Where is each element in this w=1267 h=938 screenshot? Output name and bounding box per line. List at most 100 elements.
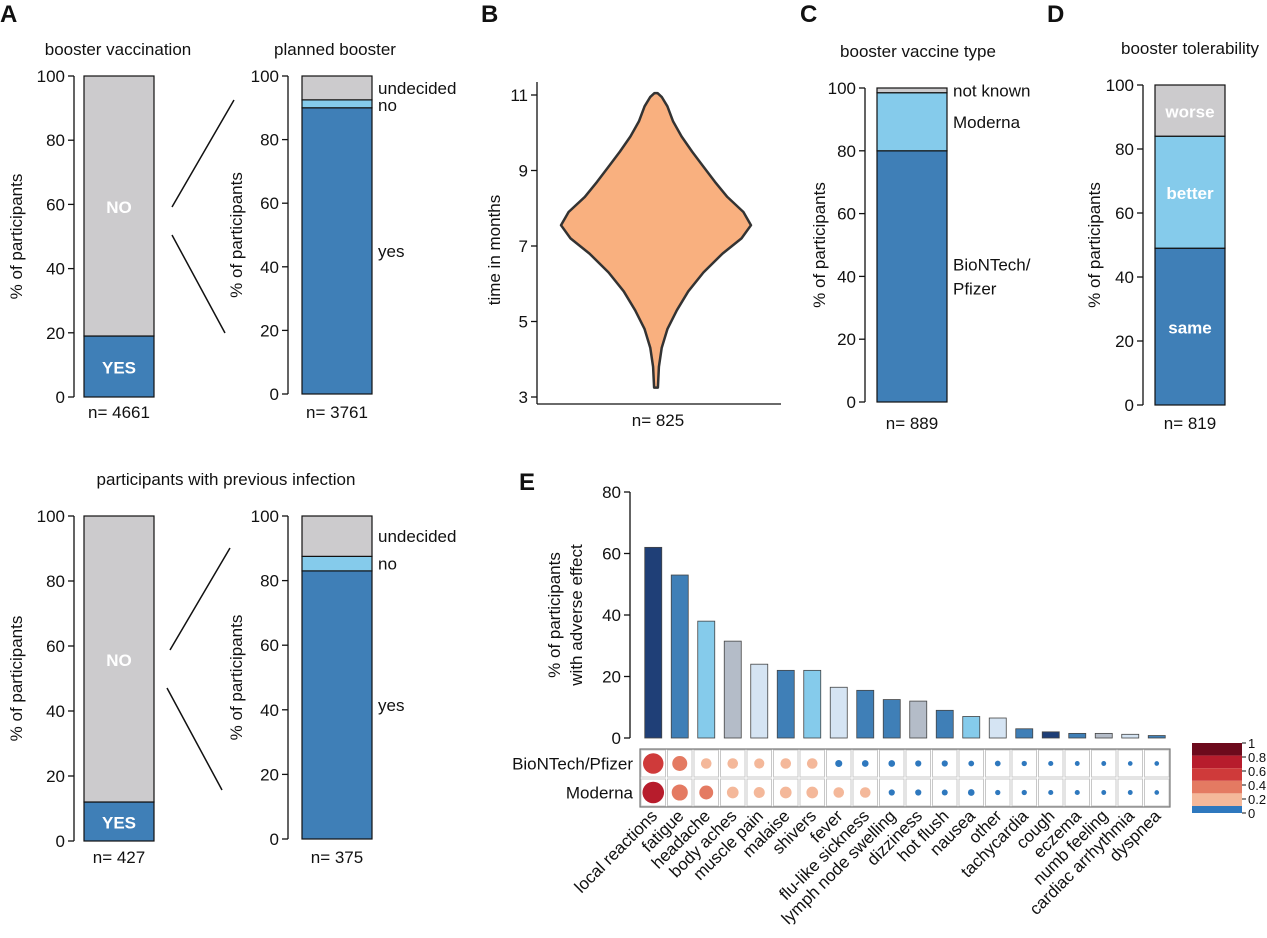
- bar: [644, 546, 663, 739]
- y-tick-label: 0: [847, 393, 856, 412]
- effect-dot: [835, 759, 843, 768]
- bar: [803, 669, 822, 739]
- effect-dot: [672, 756, 688, 771]
- effect-dot: [727, 758, 739, 769]
- bar: [1015, 728, 1034, 739]
- y-tick-label: 60: [260, 194, 279, 213]
- y-tick-label: 11: [510, 86, 528, 105]
- segment-label: same: [1168, 319, 1211, 338]
- stacked-bar-segment: [301, 99, 373, 109]
- y-axis-label: % of participants: [1085, 182, 1104, 308]
- effect-dot: [1074, 761, 1080, 766]
- colorbar-segment: [1192, 780, 1242, 794]
- bar: [1068, 732, 1087, 739]
- effect-dot: [1127, 790, 1133, 795]
- n-label: n= 3761: [306, 403, 368, 422]
- y-axis-label: % of participants: [7, 616, 26, 742]
- y-tick-label: 40: [837, 267, 856, 286]
- effect-dot: [780, 758, 792, 769]
- bar: [723, 640, 742, 739]
- y-tick-label: 20: [260, 765, 279, 784]
- effect-dot: [941, 789, 948, 796]
- colorbar-tick-label: 0.4: [1248, 778, 1266, 793]
- chart-title: booster vaccine type: [840, 42, 996, 61]
- y-tick-label: 100: [37, 507, 65, 526]
- panel-label-a: A: [0, 1, 17, 28]
- grid-cell: [932, 778, 958, 807]
- effect-dot: [671, 784, 688, 801]
- y-tick-label: 20: [46, 767, 65, 786]
- segment-label: better: [1166, 184, 1214, 203]
- segment-label: yes: [378, 696, 404, 715]
- stacked-bar-segment: [1154, 135, 1226, 249]
- effect-dot: [888, 789, 895, 796]
- grid-cell: [693, 749, 719, 778]
- y-tick-label: 60: [46, 637, 65, 656]
- colorbar-segment: [1192, 768, 1242, 781]
- y-tick-label: 0: [612, 729, 621, 748]
- colorbar-segment: [1192, 743, 1242, 756]
- stacked-bar-segment: [83, 75, 155, 337]
- chart-title: planned booster: [274, 40, 396, 59]
- connector-line: [169, 547, 231, 651]
- n-label: n= 819: [1164, 414, 1216, 433]
- y-tick-label: 40: [602, 606, 621, 625]
- effect-dot: [941, 760, 948, 767]
- y-axis-label: time in months: [485, 195, 504, 306]
- y-tick-label: 80: [260, 572, 279, 591]
- segment-label: YES: [102, 814, 136, 833]
- stacked-bar-segment: [83, 801, 155, 842]
- y-axis-label: % of participants: [545, 552, 564, 678]
- effect-dot: [1101, 790, 1107, 795]
- stacked-bar-segment: [83, 515, 155, 803]
- colorbar-tick-label: 0.2: [1248, 792, 1266, 807]
- stacked-bar-segment: [1154, 247, 1226, 406]
- bar: [1041, 731, 1060, 739]
- effect-dot: [1048, 760, 1054, 767]
- stacked-bar-segment: [876, 92, 948, 152]
- segment-label: YES: [102, 359, 136, 378]
- y-tick-label: 40: [1115, 268, 1134, 287]
- y-tick-label: 80: [1115, 140, 1134, 159]
- y-tick-label: 9: [519, 162, 528, 181]
- y-tick-label: 100: [1106, 76, 1134, 95]
- effect-dot: [1074, 789, 1080, 796]
- effect-dot: [1101, 761, 1107, 766]
- y-axis-label: % of participants: [227, 615, 246, 741]
- effect-dot: [806, 786, 819, 799]
- y-tick-label: 80: [46, 131, 65, 150]
- effect-dot: [994, 760, 1001, 767]
- chart-title: participants with previous infection: [97, 470, 356, 489]
- effect-dot: [1048, 789, 1054, 796]
- stacked-bar-segment: [876, 150, 948, 403]
- bar: [1094, 732, 1113, 739]
- y-tick-label: 80: [837, 142, 856, 161]
- effect-dot: [806, 758, 818, 769]
- effect-dot: [888, 760, 896, 767]
- y-tick-label: 60: [46, 195, 65, 214]
- effect-dot: [642, 781, 665, 804]
- y-tick-label: 60: [260, 636, 279, 655]
- stacked-bar-segment: [301, 75, 373, 101]
- y-tick-label: 0: [270, 830, 279, 849]
- y-tick-label: 80: [46, 572, 65, 591]
- effect-dot: [1127, 761, 1133, 766]
- n-label: n= 375: [311, 848, 363, 867]
- effect-dot: [861, 760, 869, 767]
- effect-dot: [967, 789, 975, 796]
- segment-label: not known: [953, 81, 1031, 100]
- stacked-bar-segment: [301, 107, 373, 395]
- y-tick-label: 60: [837, 205, 856, 224]
- y-tick-label: 20: [602, 668, 621, 687]
- y-tick-label: 60: [1115, 204, 1134, 223]
- y-tick-label: 20: [837, 330, 856, 349]
- bar: [935, 709, 954, 739]
- y-tick-label: 0: [1125, 396, 1134, 415]
- effect-dot: [1021, 789, 1027, 796]
- y-tick-label: 40: [260, 701, 279, 720]
- y-axis-label: % of participants: [7, 174, 26, 300]
- y-tick-label: 40: [260, 258, 279, 277]
- effect-dot: [833, 787, 845, 798]
- bar: [988, 717, 1007, 739]
- chart-title: booster tolerability: [1121, 39, 1259, 58]
